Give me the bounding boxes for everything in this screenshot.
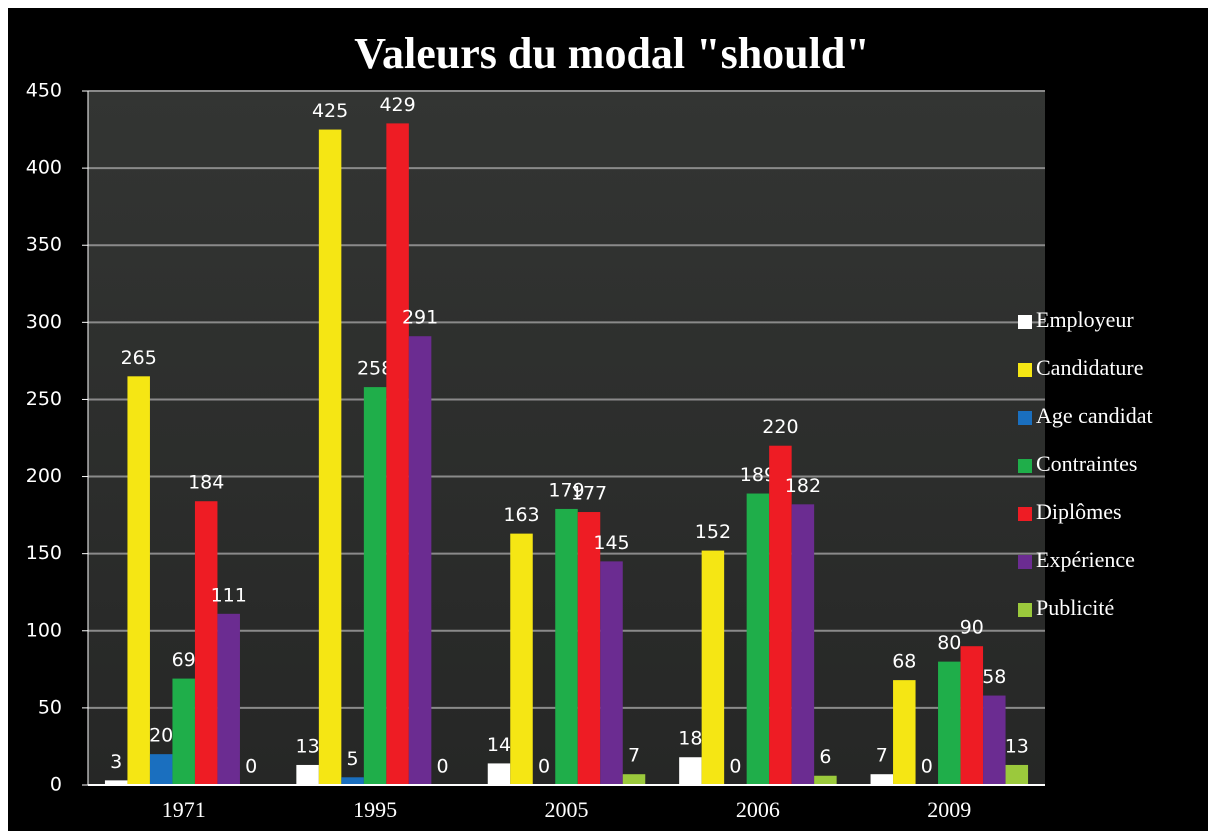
bar	[510, 533, 533, 785]
x-tick-label: 2006	[736, 797, 780, 822]
data-label: 68	[892, 651, 916, 673]
data-label: 179	[548, 479, 584, 501]
y-tick-label: 400	[26, 157, 62, 179]
bar	[679, 757, 702, 785]
data-label: 80	[937, 632, 961, 654]
bar	[577, 512, 601, 785]
legend-swatch	[1018, 603, 1032, 617]
data-label: 3	[110, 751, 122, 773]
bar	[791, 504, 815, 785]
bar	[938, 661, 961, 785]
data-label: 0	[437, 756, 449, 778]
legend-label: Expérience	[1036, 547, 1135, 572]
data-label: 13	[296, 735, 320, 757]
bar	[217, 613, 240, 785]
data-label: 291	[402, 307, 438, 329]
bar	[701, 550, 725, 785]
data-label: 69	[172, 649, 196, 671]
data-label: 0	[538, 756, 550, 778]
data-label: 145	[593, 532, 629, 554]
data-label: 20	[149, 725, 173, 747]
bar	[622, 774, 646, 785]
x-tick-label: 2009	[927, 797, 971, 822]
data-label: 189	[740, 464, 776, 486]
y-tick-label: 200	[26, 465, 62, 487]
bar	[814, 775, 837, 785]
legend-label: Publicité	[1036, 595, 1114, 620]
legend-label: Contraintes	[1036, 451, 1137, 476]
y-tick-label: 0	[50, 774, 62, 796]
legend-swatch	[1018, 459, 1032, 473]
y-tick-label: 50	[38, 696, 62, 718]
bar	[487, 763, 511, 785]
data-label: 182	[785, 475, 821, 497]
data-label: 90	[960, 617, 984, 639]
x-tick-label: 1995	[353, 797, 397, 822]
data-label: 425	[312, 100, 348, 122]
data-label: 14	[487, 734, 511, 756]
chart-title: Valeurs du modal "should"	[354, 29, 870, 78]
y-tick-label: 450	[26, 80, 62, 102]
legend-swatch	[1018, 363, 1032, 377]
bar	[983, 695, 1006, 785]
y-tick-label: 300	[26, 311, 62, 333]
bar	[769, 445, 792, 785]
bar	[104, 780, 128, 785]
legend-swatch	[1018, 411, 1032, 425]
data-label: 18	[678, 728, 702, 750]
bar	[746, 493, 770, 785]
legend-swatch	[1018, 315, 1032, 329]
x-tick-label: 1971	[162, 797, 206, 822]
bar	[149, 754, 173, 785]
y-tick-label: 250	[26, 388, 62, 410]
data-label: 58	[982, 666, 1006, 688]
bar	[318, 129, 342, 786]
bar	[127, 376, 150, 785]
data-label: 7	[628, 745, 640, 767]
y-tick-label: 350	[26, 234, 62, 256]
data-label: 0	[729, 756, 741, 778]
bar	[1005, 764, 1029, 785]
bar	[172, 678, 195, 785]
data-label: 184	[188, 472, 224, 494]
x-tick-label: 2005	[545, 797, 589, 822]
legend-label: Diplômes	[1036, 499, 1122, 524]
bar	[960, 646, 984, 785]
data-label: 258	[357, 358, 393, 380]
bar	[296, 764, 319, 785]
legend-label: Candidature	[1036, 355, 1144, 380]
data-label: 265	[121, 347, 157, 369]
data-label: 0	[921, 756, 933, 778]
data-label: 429	[379, 94, 415, 116]
bar	[893, 680, 916, 785]
bar	[555, 508, 578, 785]
data-label: 0	[245, 756, 257, 778]
bar	[341, 777, 364, 785]
bar	[386, 123, 409, 786]
data-label: 111	[211, 584, 247, 606]
bar	[600, 561, 623, 785]
bar	[194, 501, 218, 785]
data-label: 13	[1005, 735, 1029, 757]
data-label: 5	[347, 748, 359, 770]
bar	[870, 774, 894, 785]
data-label: 7	[876, 745, 888, 767]
legend-label: Employeur	[1036, 307, 1134, 332]
bar	[363, 387, 387, 785]
data-label: 152	[695, 521, 731, 543]
legend-swatch	[1018, 507, 1032, 521]
legend-swatch	[1018, 555, 1032, 569]
data-label: 177	[571, 483, 607, 505]
y-tick-label: 100	[26, 619, 62, 641]
data-label: 220	[762, 416, 798, 438]
bar	[408, 336, 432, 785]
data-label: 6	[819, 746, 831, 768]
y-tick-label: 150	[26, 542, 62, 564]
data-label: 163	[503, 504, 539, 526]
legend-label: Age candidat	[1036, 403, 1153, 428]
